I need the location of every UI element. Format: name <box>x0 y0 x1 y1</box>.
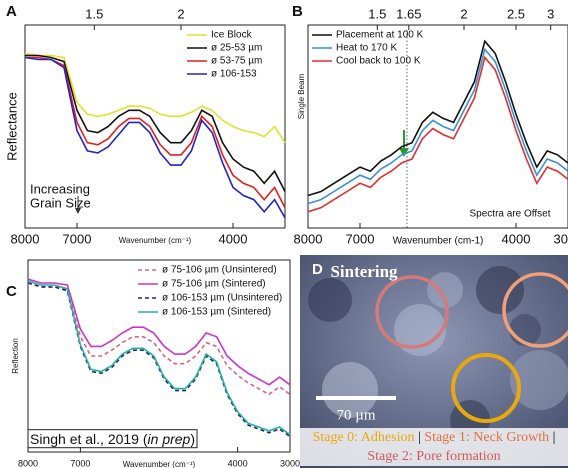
arrow-head <box>399 148 409 157</box>
caption-text: Stage 2: Pore formation <box>367 449 501 464</box>
caption-separator: | <box>549 430 556 445</box>
legend-label: ø 106-153 µm (Unsintered) <box>162 293 282 304</box>
annotation-part: Singh et al., 2019 ( <box>30 431 148 447</box>
x-tick-label: 8000 <box>18 458 38 468</box>
plot-frame <box>307 24 568 229</box>
x2-tick-label: 1.5 <box>368 6 386 21</box>
legend-label: ø 75-106 µm (Unsintered) <box>162 265 277 276</box>
legend-label: ø 25-53 µm <box>211 43 262 54</box>
panel-label: B <box>292 3 303 20</box>
scale-label: 70 µm <box>336 407 375 423</box>
x-axis-title: Wavenumber (cm-1) <box>393 236 484 247</box>
caption-separator: | <box>414 430 425 445</box>
caption-text: Stage 1: Neck Growth <box>424 430 550 445</box>
series-line <box>307 47 568 205</box>
series-line <box>27 282 291 396</box>
series-line <box>307 39 568 197</box>
legend-label: ø 53-75 µm <box>211 56 262 67</box>
image-title: Sintering <box>330 262 398 281</box>
plot-frame <box>24 24 286 229</box>
x2-tick-label: 1.5 <box>85 6 103 21</box>
series-line <box>24 52 286 144</box>
stage-circle <box>502 272 568 348</box>
series-line <box>27 282 291 438</box>
caption: Stage 0: Adhesion | Stage 1: Neck Growth… <box>300 428 568 466</box>
annotation: Grain Size <box>30 195 91 210</box>
x-tick-label: 4000 <box>219 231 248 246</box>
x2-tick-label: 2.5 <box>507 6 525 21</box>
stage-circle <box>375 275 449 349</box>
series-line <box>307 55 568 213</box>
annotation-part: ) <box>190 431 195 447</box>
annotation: Spectra are Offset <box>470 209 551 220</box>
annotation: Increasing <box>30 181 90 196</box>
x2-tick-label: 2 <box>177 6 184 21</box>
x-tick-label: 7000 <box>346 231 375 246</box>
x2-tick-label: 3 <box>547 6 554 21</box>
x-tick-label: 4000 <box>228 458 248 468</box>
x2-tick-label: 1.65 <box>396 6 421 21</box>
y-axis-title: Reflectance <box>4 92 19 161</box>
plot-frame <box>27 259 291 453</box>
x-axis-title: Wavenumber (cm⁻¹) <box>123 460 196 468</box>
legend-label: Ice Block <box>211 30 253 41</box>
arrow-head <box>75 208 81 214</box>
series-line <box>27 280 291 436</box>
panel-label: D <box>312 261 323 278</box>
annotation-part: in prep <box>148 431 191 447</box>
legend-label: Heat to 170 K <box>336 43 397 54</box>
series-line <box>25 54 286 192</box>
y-axis-title: Single Beam <box>297 73 306 119</box>
legend-label: ø 75-106 µm (Sintered) <box>162 279 266 290</box>
legend-label: Cool back to 100 K <box>336 56 421 67</box>
x-axis-title: Wavenumber (cm⁻¹) <box>119 236 192 245</box>
panel-label: C <box>6 283 17 300</box>
x-tick-label: 8000 <box>11 231 40 246</box>
series-line <box>24 56 286 219</box>
series-line <box>25 56 286 209</box>
x-tick-label: 4000 <box>502 231 531 246</box>
x2-tick-label: 2 <box>460 6 467 21</box>
x-tick-label: 7000 <box>63 231 92 246</box>
annotation: Singh et al., 2019 (in prep) <box>30 431 195 447</box>
series-line <box>27 278 291 386</box>
x-tick-label: 8000 <box>294 231 323 246</box>
legend-label: Placement at 100 K <box>336 30 424 41</box>
caption-text: Stage 0: Adhesion <box>312 430 415 445</box>
panel-label: A <box>6 3 17 20</box>
annotation-box <box>27 429 198 449</box>
legend-label: ø 106-153 <box>211 69 257 80</box>
stage-circle <box>451 353 521 423</box>
x-tick-label: 7000 <box>70 458 90 468</box>
legend-label: ø 106-153 µm (Sintered) <box>162 307 271 318</box>
x-tick-label: 3000 <box>554 231 568 246</box>
y-axis-title: Reflection <box>11 338 20 374</box>
x-tick-label: 3000 <box>280 458 300 468</box>
